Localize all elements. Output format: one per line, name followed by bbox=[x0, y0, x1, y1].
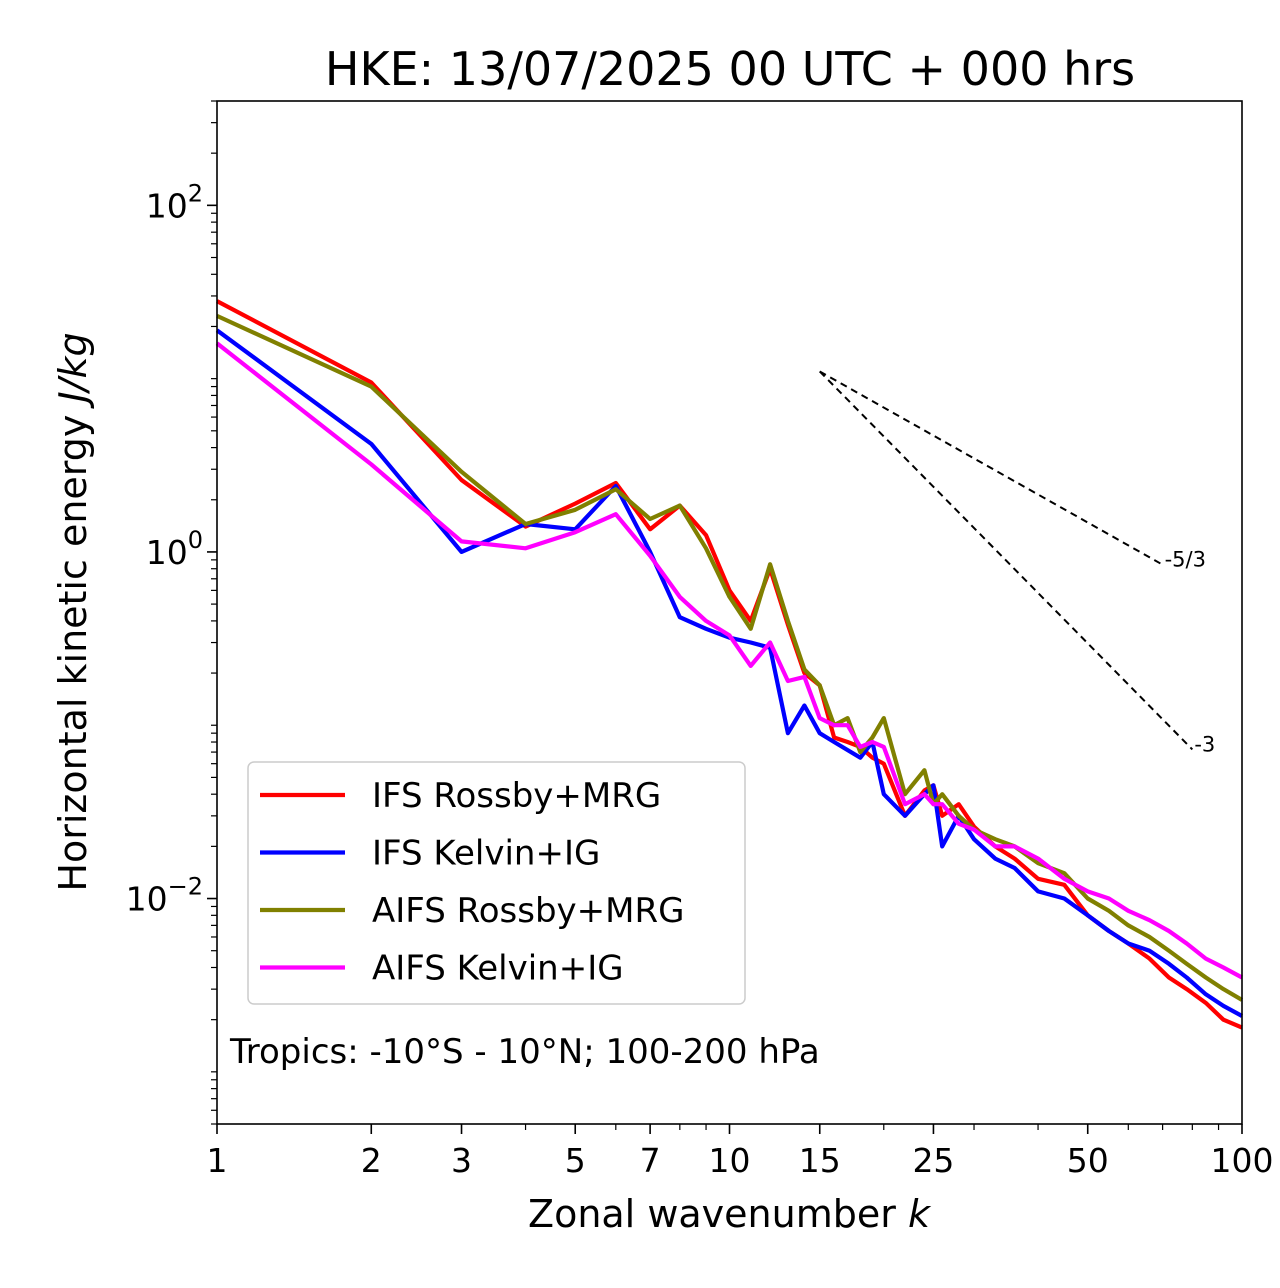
x-tick-label: 5 bbox=[565, 1141, 586, 1180]
y-tick-label: 10−2 bbox=[126, 873, 203, 919]
x-tick-label: 50 bbox=[1067, 1141, 1109, 1180]
x-axis-label: Zonal wavenumber k bbox=[528, 1192, 932, 1236]
y-tick-label: 102 bbox=[146, 179, 203, 225]
x-tick-label: 10 bbox=[709, 1141, 751, 1180]
reference-label-5-3: -5/3 bbox=[1165, 548, 1206, 572]
x-axis-ticks: 1 2 3 5 7 10 15 25 50 100 bbox=[207, 1124, 1274, 1180]
legend-items: IFS Rossby+MRG IFS Kelvin+IG AIFS Rossby+M… bbox=[260, 776, 684, 989]
legend-label-aifs-kelvin-ig: AIFS Kelvin+IG bbox=[372, 949, 624, 989]
series-line-aifs-kelvin-ig bbox=[215, 341, 1243, 980]
legend-label-ifs-rossby-mrg: IFS Rossby+MRG bbox=[372, 776, 661, 816]
x-tick-label: 2 bbox=[361, 1141, 382, 1180]
region-annotation: Tropics: -10°S - 10°N; 100-200 hPa bbox=[229, 1032, 820, 1072]
reference-lines: -5/3 -3 bbox=[819, 370, 1215, 756]
x-tick-label: 25 bbox=[912, 1141, 954, 1180]
reference-label-3: -3 bbox=[1194, 732, 1215, 756]
x-tick-label: 3 bbox=[451, 1141, 472, 1180]
reference-line-3 bbox=[819, 370, 1194, 751]
x-tick-label: 100 bbox=[1211, 1141, 1274, 1180]
legend-label-ifs-kelvin-ig: IFS Kelvin+IG bbox=[372, 834, 600, 874]
legend-box bbox=[247, 761, 746, 1005]
y-axis-label: Horizontal kinetic energy J/kg bbox=[51, 332, 95, 891]
legend: IFS Rossby+MRG IFS Kelvin+IG AIFS Rossby+M… bbox=[247, 761, 746, 1005]
x-tick-label: 7 bbox=[640, 1141, 661, 1180]
y-axis-ticks: 102 100 10−2 bbox=[126, 100, 217, 1125]
x-tick-label: 1 bbox=[207, 1141, 228, 1180]
x-tick-label: 15 bbox=[799, 1141, 841, 1180]
y-tick-label: 100 bbox=[146, 526, 203, 572]
series-layer bbox=[215, 299, 1244, 1030]
chart-title: HKE: 13/07/2025 00 UTC + 000 hrs bbox=[325, 42, 1135, 96]
series-line-aifs-rossby-mrg bbox=[216, 313, 1244, 1002]
reference-line-5-3 bbox=[819, 370, 1164, 566]
legend-label-aifs-rossby-mrg: AIFS Rossby+MRG bbox=[372, 891, 684, 931]
